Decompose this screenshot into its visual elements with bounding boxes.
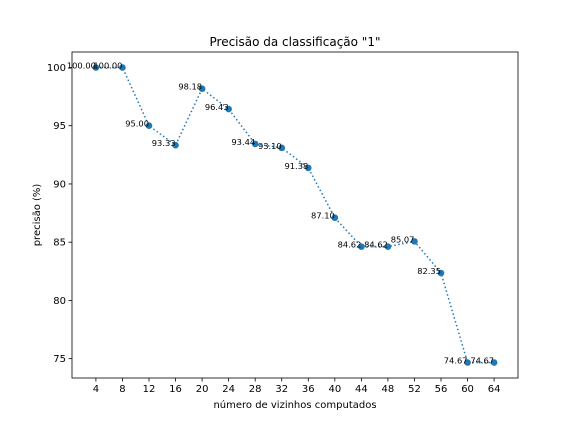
data-label: 74.67 xyxy=(470,356,494,366)
x-tick-label: 16 xyxy=(169,384,182,395)
data-point xyxy=(437,269,445,277)
x-tick-label: 60 xyxy=(461,384,474,395)
x-tick-label: 52 xyxy=(408,384,421,395)
x-tick-label: 12 xyxy=(143,384,156,395)
data-label: 98.18 xyxy=(178,82,202,92)
data-label: 87.10 xyxy=(311,211,335,221)
data-label: 84.62 xyxy=(364,240,388,250)
plot-area xyxy=(71,51,519,379)
data-label: 82.35 xyxy=(417,266,441,276)
data-label: 91.38 xyxy=(285,161,309,171)
data-point xyxy=(358,243,365,250)
chart-title: Precisão da classificação "1" xyxy=(210,35,381,49)
data-label: 100.00 xyxy=(67,60,96,70)
x-tick-label: 4 xyxy=(93,384,99,395)
data-label: 85.07 xyxy=(391,234,415,244)
x-tick-label: 56 xyxy=(435,384,448,395)
x-tick-label: 40 xyxy=(328,384,341,395)
series-line xyxy=(95,66,495,364)
data-point xyxy=(490,359,498,366)
data-point xyxy=(225,105,232,113)
y-tick-label: 85 xyxy=(53,238,66,249)
x-tick-label: 36 xyxy=(302,384,315,395)
y-tick-label: 95 xyxy=(53,121,66,132)
data-label: 84.62 xyxy=(338,240,362,250)
y-tick-label: 90 xyxy=(53,179,66,190)
x-axis-label: número de vizinhos computados xyxy=(213,399,376,411)
data-point xyxy=(251,140,259,148)
x-tick-label: 48 xyxy=(382,384,395,395)
x-tick-label: 24 xyxy=(222,384,235,395)
data-label: 93.33 xyxy=(152,138,176,148)
x-tick-label: 44 xyxy=(355,384,368,395)
data-series xyxy=(92,64,498,366)
x-axis: 4 8 12 16 20 24 28 32 36 40 44 48 52 56 60 64 xyxy=(93,378,501,395)
x-tick-label: 20 xyxy=(196,384,209,395)
data-point xyxy=(464,359,471,366)
data-point xyxy=(92,64,100,71)
x-tick-label: 64 xyxy=(488,384,501,395)
data-label: 93.10 xyxy=(258,141,282,151)
data-point xyxy=(172,141,179,149)
data-point xyxy=(119,64,126,71)
x-tick-label: 8 xyxy=(119,384,125,395)
y-tick-label: 75 xyxy=(53,354,66,365)
data-point xyxy=(304,164,312,172)
data-point xyxy=(278,144,286,152)
y-tick-label: 100 xyxy=(47,63,66,74)
data-point xyxy=(384,243,392,250)
y-tick-label: 80 xyxy=(53,296,66,307)
x-tick-label: 32 xyxy=(275,384,288,395)
data-label: 96.43 xyxy=(205,102,229,112)
data-label: 95.00 xyxy=(125,119,149,129)
data-point xyxy=(198,85,206,92)
data-point xyxy=(145,122,153,130)
y-axis: 75 80 85 90 95 100 xyxy=(47,63,72,365)
data-label: 74.67 xyxy=(444,356,468,366)
data-label: 93.44 xyxy=(231,137,255,147)
data-label: 100.00 xyxy=(93,60,122,70)
data-point xyxy=(411,238,418,245)
data-point xyxy=(331,214,339,222)
x-tick-label: 28 xyxy=(249,384,262,395)
y-axis-label: precisão (%) xyxy=(32,184,43,247)
